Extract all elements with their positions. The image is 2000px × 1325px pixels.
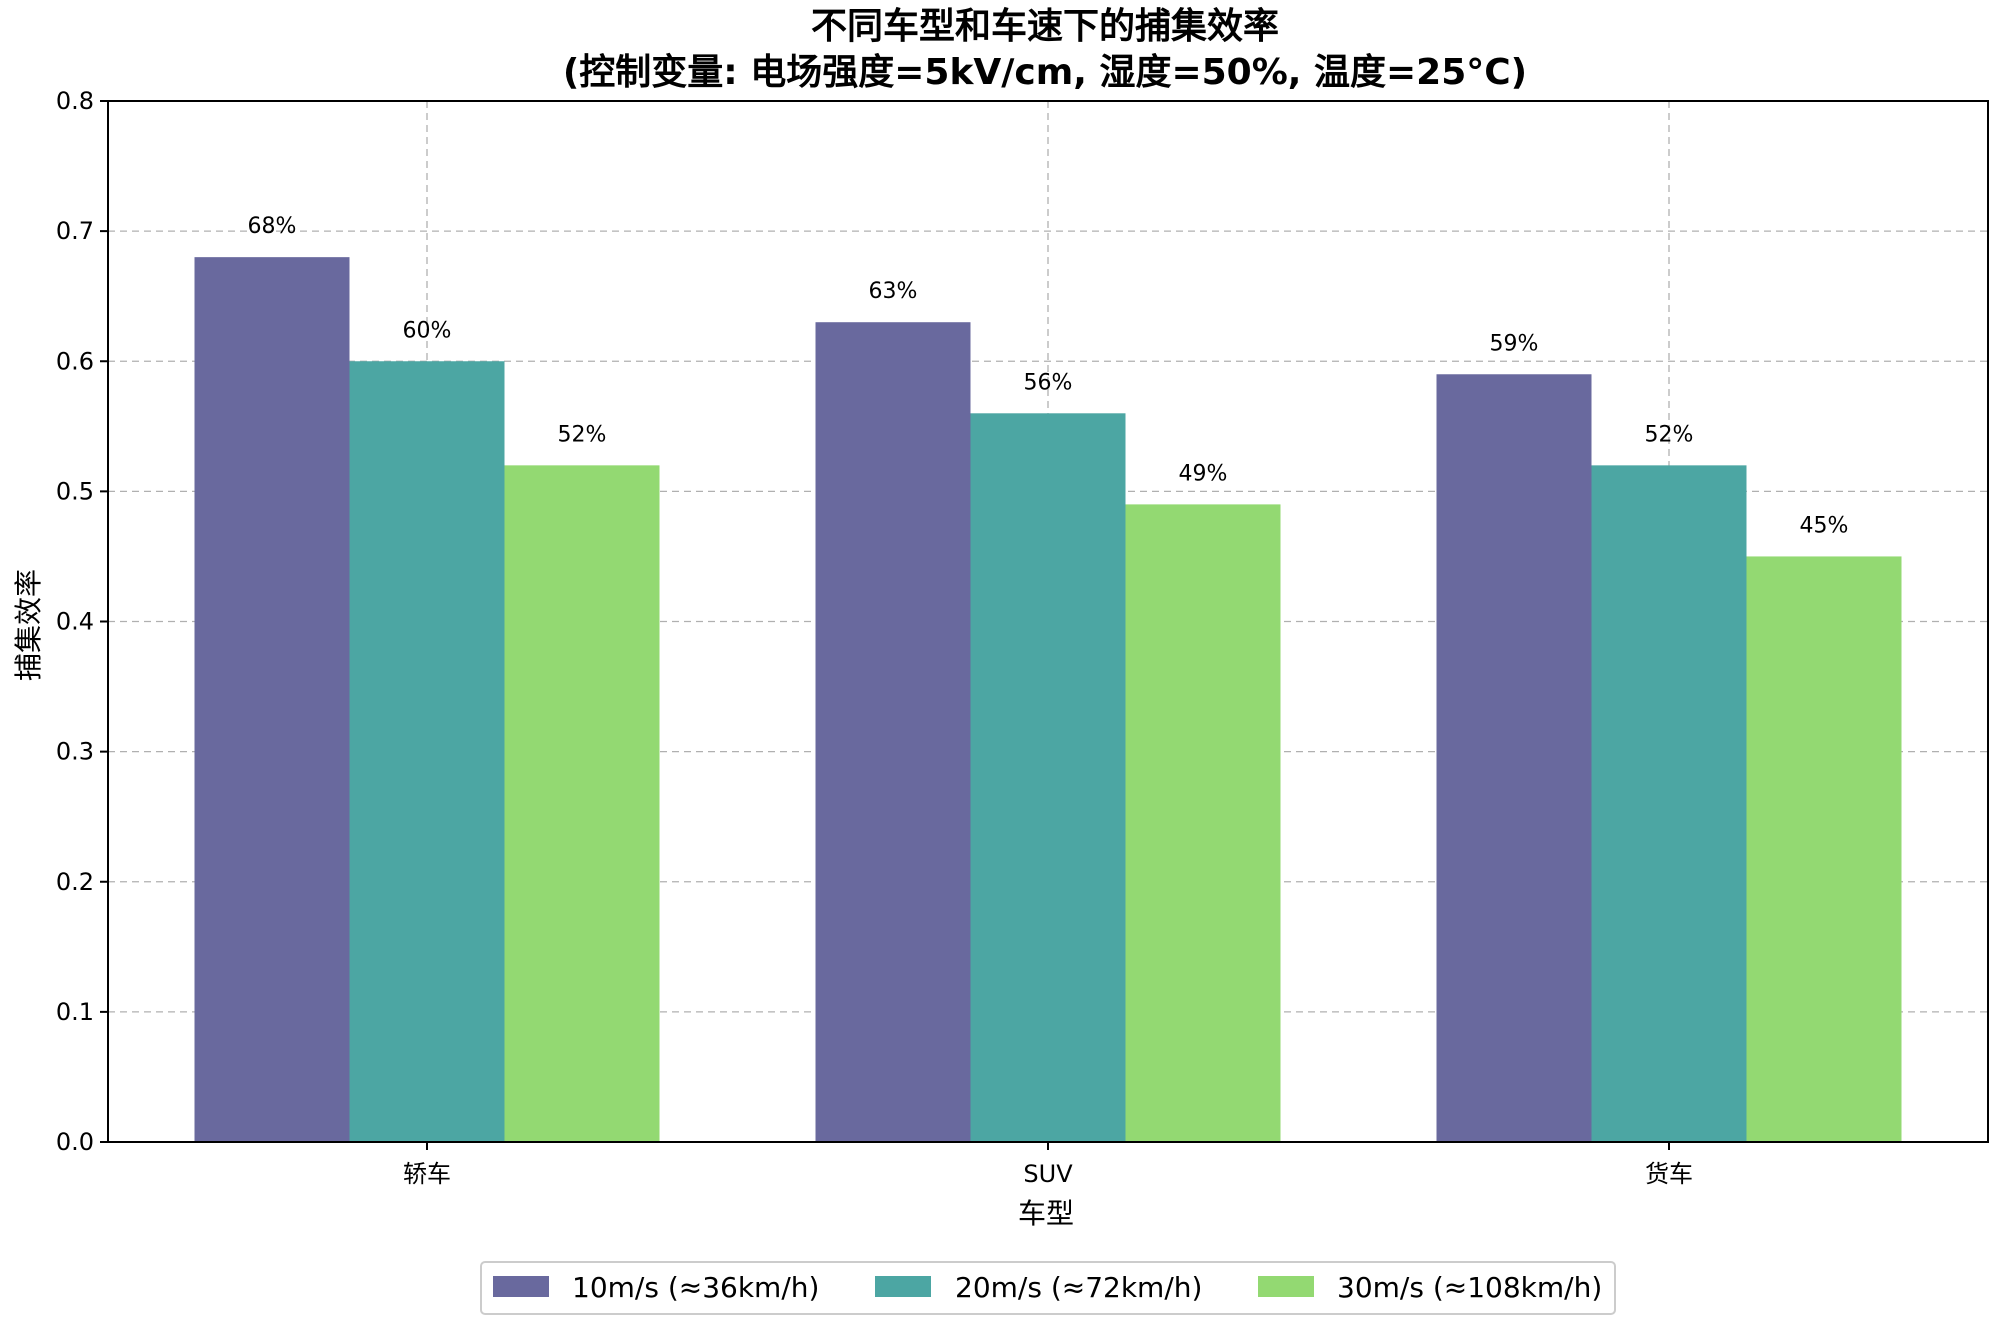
y-tick-label: 0.1	[56, 998, 94, 1026]
y-axis-label: 捕集效率	[12, 569, 45, 681]
x-tick-label: 货车	[1645, 1160, 1693, 1188]
bar-layer	[194, 257, 1902, 1143]
y-tick-label: 0.8	[56, 87, 94, 115]
data-label: 68%	[248, 214, 297, 239]
y-tick-label: 0.7	[56, 217, 94, 245]
x-tick-label: 轿车	[403, 1160, 451, 1188]
bar	[1746, 556, 1902, 1142]
legend-entry: 20m/s (≈72km/h)	[955, 1271, 1202, 1304]
chart-subtitle: (控制变量: 电场强度=5kV/cm, 湿度=50%, 温度=25°C)	[563, 51, 1527, 93]
y-tick-label: 0.5	[56, 477, 94, 505]
bar	[970, 413, 1126, 1142]
bar	[349, 361, 505, 1142]
bar	[1436, 374, 1592, 1142]
chart-title: 不同车型和车速下的捕集效率	[811, 6, 1279, 47]
axis-layer: 0.0 0.1 0.2 0.3 0.4 0.5 0.6 0.7 0.8 轿车 SUV 货车	[56, 87, 1693, 1188]
bar	[1125, 504, 1281, 1142]
legend-swatch	[493, 1276, 549, 1297]
data-label-layer: 68% 60% 52% 63% 56% 49% 59% 52% 45%	[248, 214, 1849, 538]
y-tick-label: 0.2	[56, 868, 94, 896]
data-label: 63%	[869, 279, 918, 304]
bar	[194, 257, 350, 1142]
data-label: 52%	[1645, 422, 1694, 447]
legend: 10m/s (≈36km/h) 20m/s (≈72km/h) 30m/s (≈10…	[480, 1261, 1616, 1315]
x-axis-label: 车型	[1018, 1197, 1074, 1230]
data-label: 52%	[558, 422, 607, 447]
bar	[504, 465, 660, 1143]
x-tick-label: SUV	[1023, 1160, 1073, 1188]
legend-swatch	[875, 1276, 931, 1297]
bar	[1591, 465, 1747, 1143]
data-label: 59%	[1490, 331, 1539, 356]
legend-entry: 10m/s (≈36km/h)	[572, 1271, 819, 1304]
legend-entry: 30m/s (≈108km/h)	[1337, 1271, 1602, 1304]
y-tick-label: 0.6	[56, 347, 94, 375]
bar	[815, 322, 971, 1142]
legend-swatch	[1258, 1276, 1314, 1297]
legend-box	[480, 1261, 1616, 1315]
data-label: 45%	[1800, 513, 1849, 538]
y-tick-label: 0.3	[56, 738, 94, 766]
y-tick-label: 0.4	[56, 608, 94, 636]
data-label: 49%	[1179, 461, 1228, 486]
data-label: 56%	[1024, 370, 1073, 395]
y-tick-label: 0.0	[56, 1128, 94, 1156]
data-label: 60%	[403, 318, 452, 343]
